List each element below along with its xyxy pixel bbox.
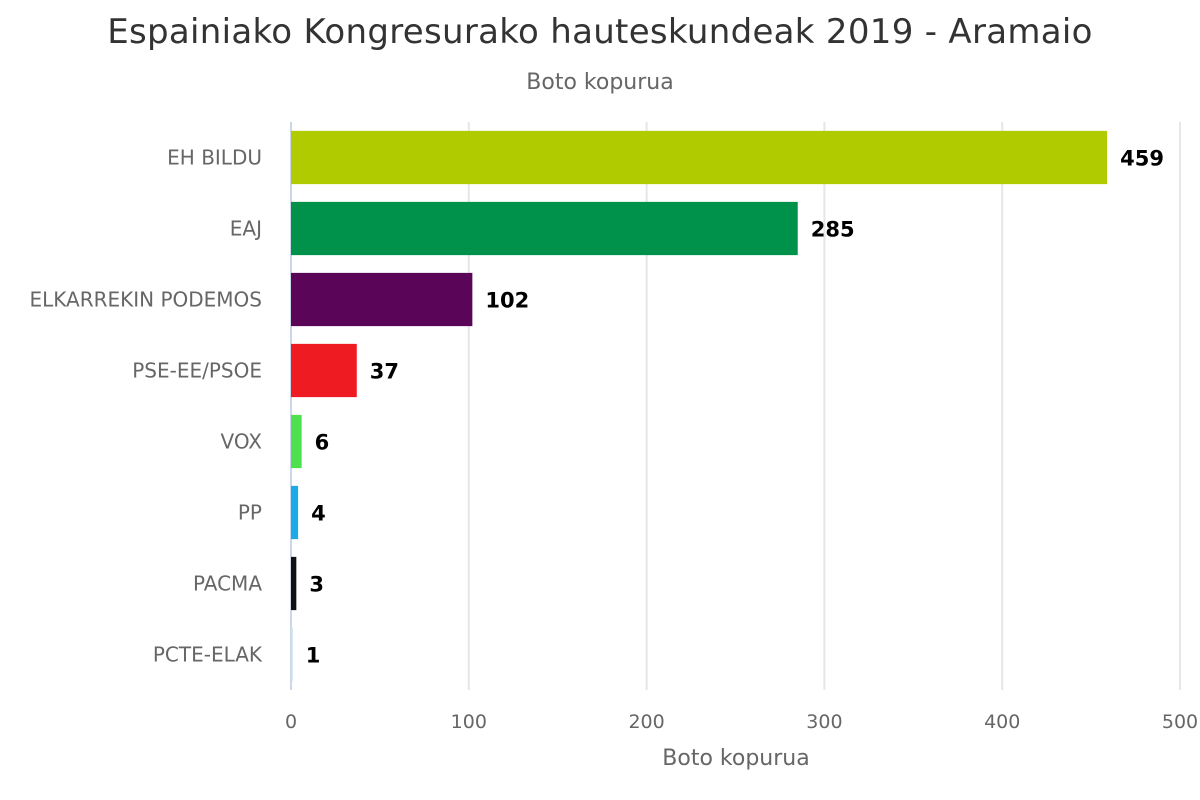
bar xyxy=(291,485,299,540)
bar xyxy=(291,627,293,682)
x-tick-label: 400 xyxy=(984,711,1020,733)
x-tick-label: 100 xyxy=(451,711,487,733)
data-label: 102 xyxy=(485,289,529,313)
category-label: PCTE-ELAK xyxy=(153,643,263,667)
x-tick-label: 500 xyxy=(1162,711,1198,733)
chart-title: Espainiako Kongresurako hauteskundeak 20… xyxy=(107,12,1093,52)
bar xyxy=(291,201,798,256)
data-label: 459 xyxy=(1120,147,1164,171)
x-tick-label: 0 xyxy=(285,711,297,733)
category-label: PP xyxy=(238,501,262,525)
bars xyxy=(291,130,1108,682)
data-label: 285 xyxy=(811,218,855,242)
labels: 0 100 200 300 400 500 EH BILDU 459 EAJ 285 ELKARRE… xyxy=(29,146,1198,734)
data-label: 4 xyxy=(311,502,326,526)
x-tick-label: 300 xyxy=(806,711,842,733)
bar xyxy=(291,343,357,398)
data-label: 1 xyxy=(306,644,321,668)
x-axis-title: Boto kopurua xyxy=(662,746,809,771)
category-label: ELKARREKIN PODEMOS xyxy=(29,288,262,312)
data-label: 37 xyxy=(370,360,399,384)
bar xyxy=(291,556,297,611)
category-label: EAJ xyxy=(230,217,262,241)
data-label: 3 xyxy=(309,573,324,597)
bar xyxy=(291,414,302,469)
category-label: VOX xyxy=(221,430,263,454)
x-tick-label: 200 xyxy=(628,711,664,733)
category-label: PSE-EE/PSOE xyxy=(132,359,262,383)
data-label: 6 xyxy=(315,431,330,455)
bar xyxy=(291,272,473,327)
category-label: EH BILDU xyxy=(167,146,262,170)
chart-subtitle: Boto kopurua xyxy=(526,70,674,95)
bar xyxy=(291,130,1108,185)
category-label: PACMA xyxy=(193,572,262,596)
